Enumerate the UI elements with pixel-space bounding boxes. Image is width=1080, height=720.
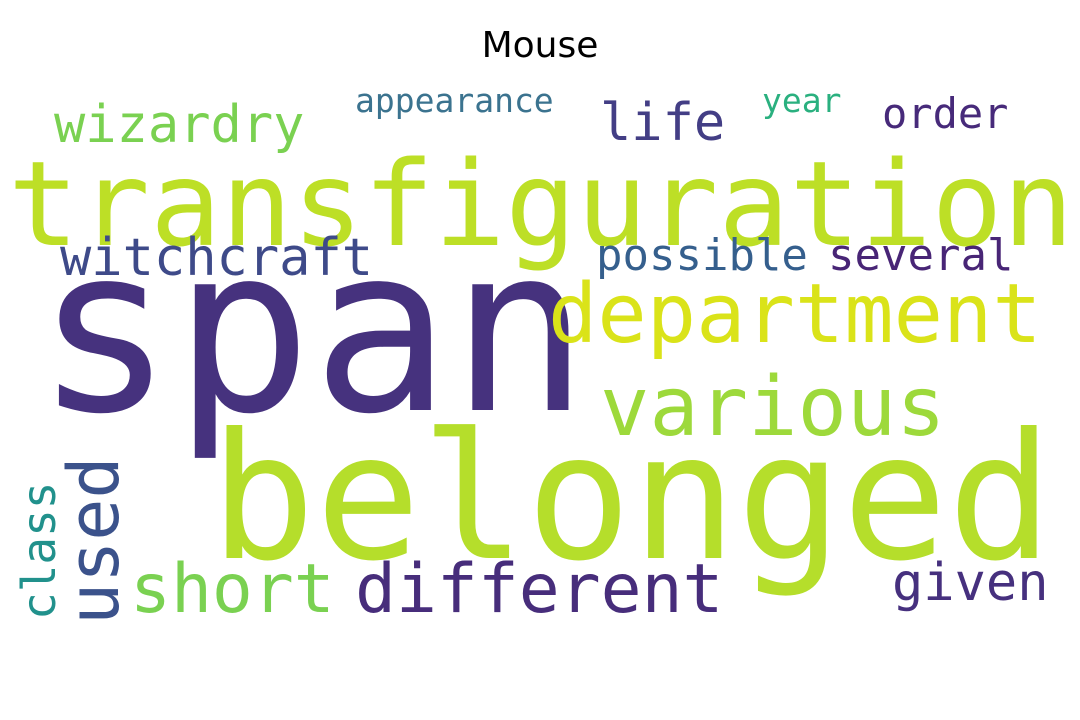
word-year: year — [762, 81, 841, 120]
word-transfiguration: transfiguration — [8, 135, 1074, 273]
word-department: department — [548, 267, 1042, 362]
word-span: span — [35, 198, 589, 465]
word-class: class — [12, 482, 66, 620]
word-possible: possible — [596, 230, 808, 281]
word-belonged: belonged — [210, 397, 1053, 600]
word-given: given — [892, 553, 1049, 613]
word-short: short — [130, 550, 335, 629]
word-used: used — [53, 456, 135, 625]
word-different: different — [355, 550, 723, 629]
figure-title: Mouse — [481, 25, 599, 66]
word-life: life — [600, 93, 725, 153]
word-various: various — [600, 360, 946, 455]
word-order: order — [882, 89, 1008, 138]
word-appearance: appearance — [355, 81, 554, 120]
word-witchcraft: witchcraft — [60, 228, 373, 288]
word-wizardry: wizardry — [54, 95, 304, 155]
word-several: several — [828, 230, 1013, 281]
